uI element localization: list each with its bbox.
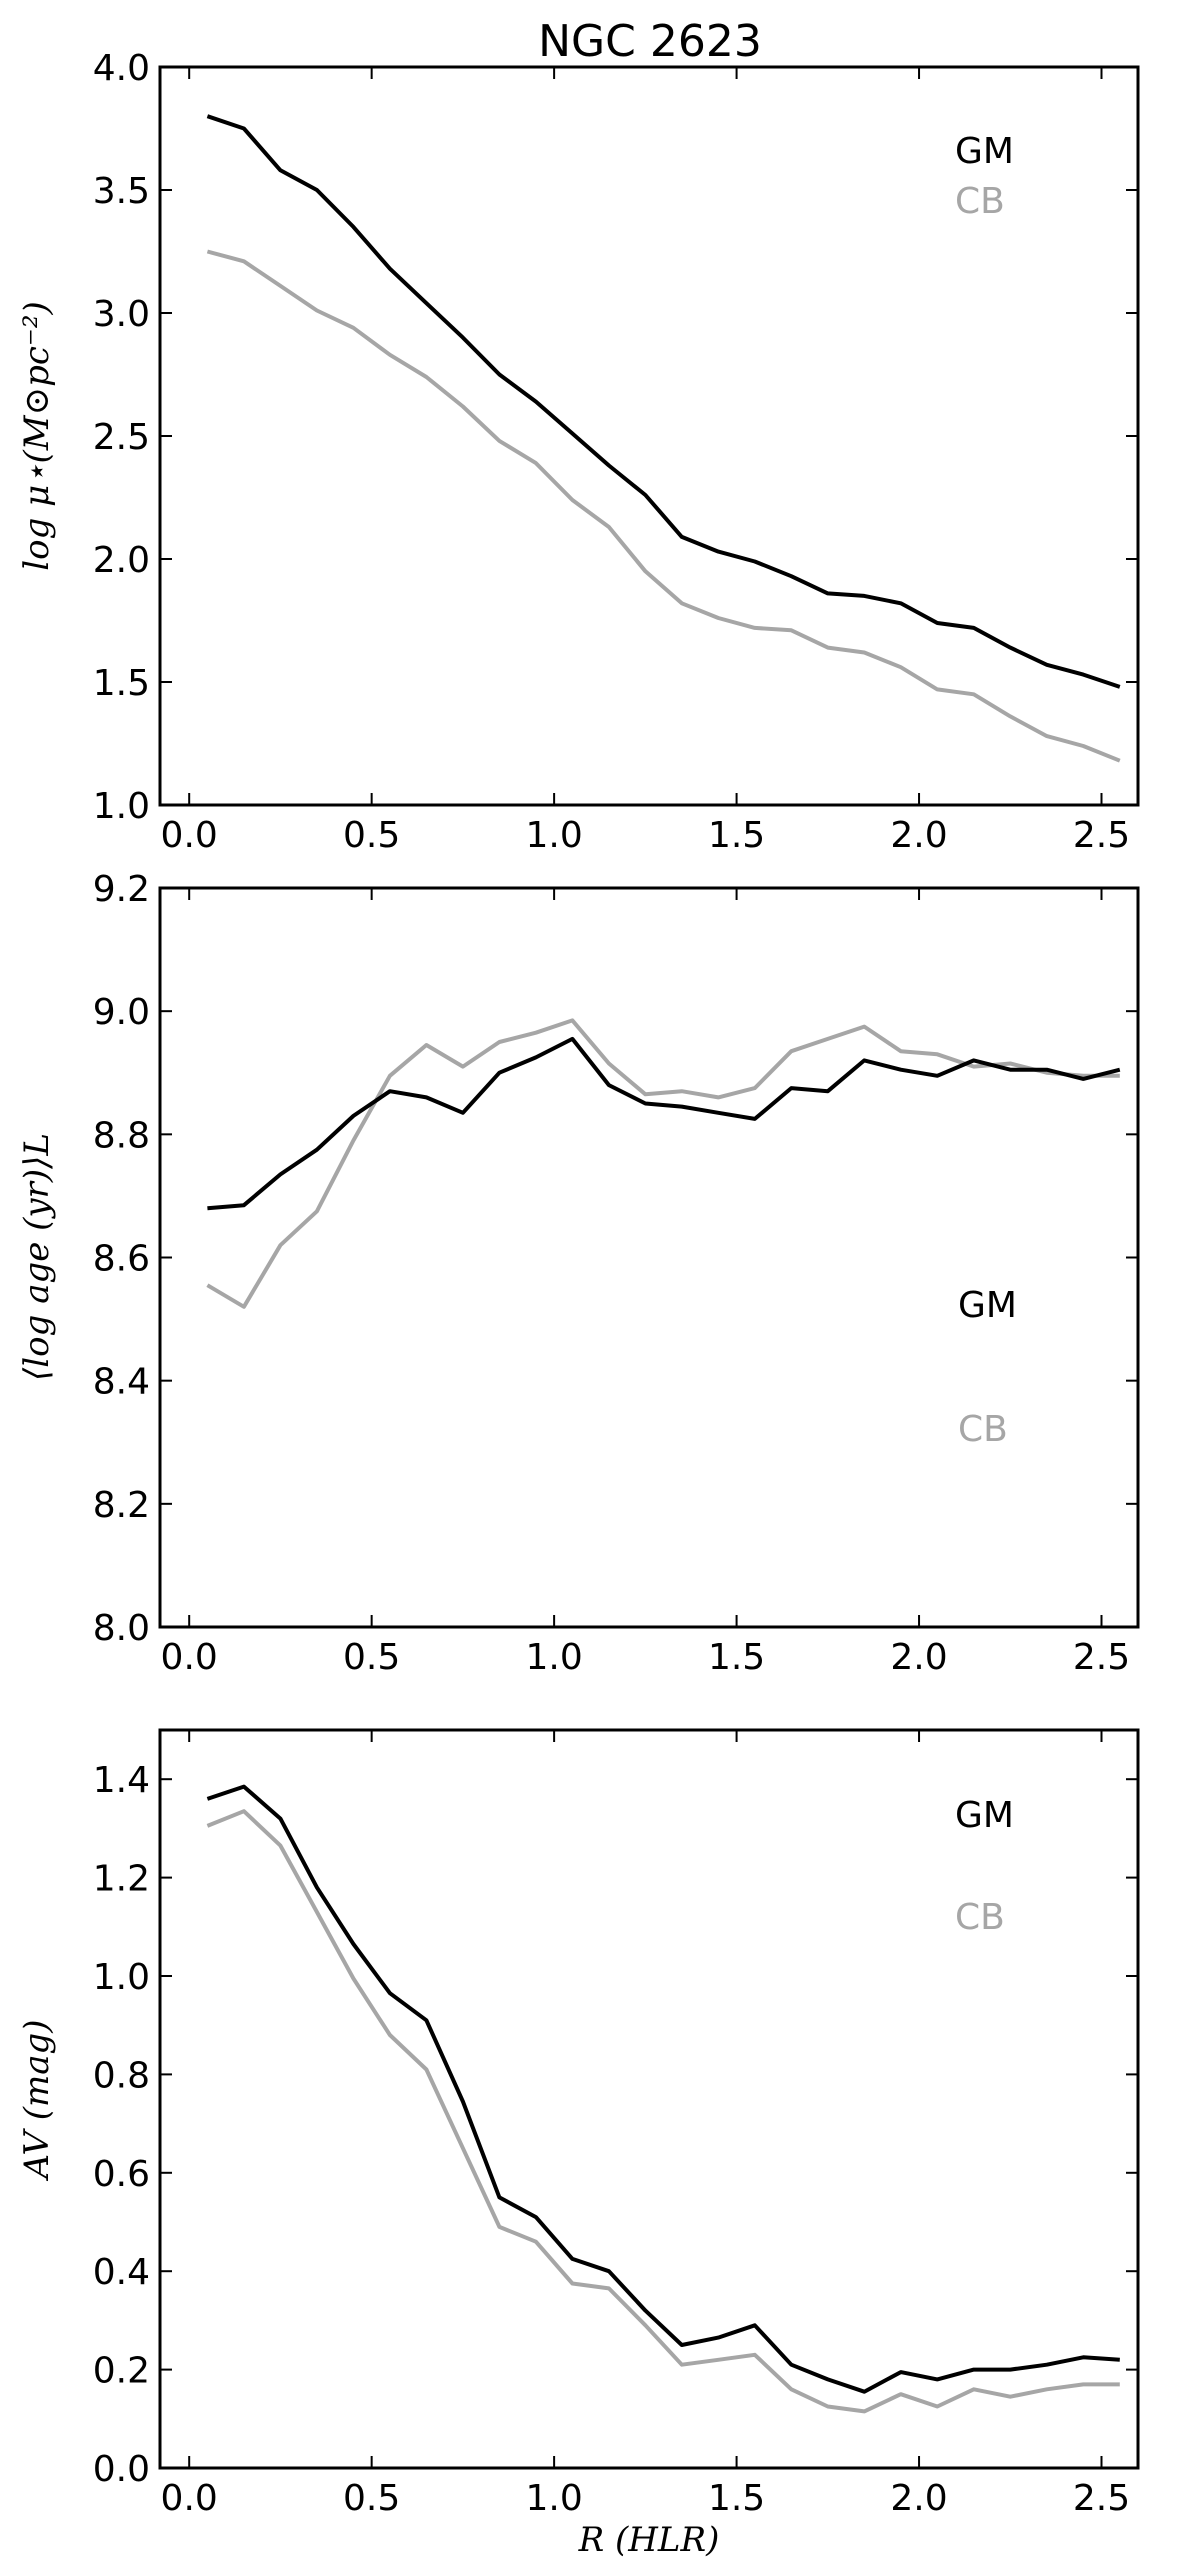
x-tick-label: 2.5 xyxy=(1073,815,1130,856)
y-tick-label: 0.0 xyxy=(93,2449,150,2490)
x-axis-label: R (HLR) xyxy=(578,2520,720,2560)
series-line-gm xyxy=(206,1784,1120,2394)
y-tick-label: 1.4 xyxy=(93,1760,150,1801)
series-line-gm xyxy=(206,114,1121,689)
x-tick-label: 2.0 xyxy=(890,815,947,856)
legend-entry-cb: CB xyxy=(955,1897,1005,1938)
legend-entry-cb: CB xyxy=(955,181,1005,222)
x-tick-label: 1.5 xyxy=(708,2478,765,2519)
y-tick-label: 0.4 xyxy=(93,2252,150,2293)
panel-extinction: 0.0 0.5 1.0 1.5 2.0 2.5 0.0 0.2 0.4 0.6 0.8 1.0 1.2 1… xyxy=(17,1728,1140,2560)
x-tick-label: 1.5 xyxy=(708,1637,765,1678)
x-tick-label: 0.0 xyxy=(161,1637,218,1678)
y-axis-label: AV (mag) xyxy=(17,2019,57,2181)
series-line-gm xyxy=(207,1036,1121,1211)
plot-frame xyxy=(158,65,1140,807)
y-tick-label: 4.0 xyxy=(93,48,150,89)
legend-entry-gm: GM xyxy=(955,1795,1014,1836)
y-tick-label: 1.0 xyxy=(93,786,150,827)
y-tick-label: 1.0 xyxy=(93,1957,150,1998)
x-tick-label: 1.5 xyxy=(708,815,765,856)
y-axis-label: log μ⋆(M⊙pc⁻²) xyxy=(17,301,57,571)
x-tick-label: 2.0 xyxy=(890,2478,947,2519)
series-line-cb xyxy=(206,249,1121,763)
y-tick-label: 9.0 xyxy=(93,992,150,1033)
x-tick-label: 0.5 xyxy=(343,815,400,856)
x-tick-label: 0.5 xyxy=(343,2478,400,2519)
panel-stellar-mass-density: 0.0 0.5 1.0 1.5 2.0 2.5 1.0 1.5 2.0 2.5 3.0 3.5 4.0 l… xyxy=(17,48,1140,856)
x-tick-label: 1.0 xyxy=(525,815,582,856)
chart-title: NGC 2623 xyxy=(538,16,762,67)
x-tick-label: 2.0 xyxy=(890,1637,947,1678)
x-tick-label: 0.0 xyxy=(161,815,218,856)
y-tick-label: 3.0 xyxy=(93,294,150,335)
y-tick-label: 8.8 xyxy=(93,1115,150,1156)
x-tick-label: 1.0 xyxy=(525,2478,582,2519)
y-tick-label: 8.4 xyxy=(93,1362,150,1403)
x-tick-label: 1.0 xyxy=(525,1637,582,1678)
legend-entry-gm: GM xyxy=(958,1285,1017,1326)
y-tick-label: 3.5 xyxy=(93,171,150,212)
y-tick-label: 0.2 xyxy=(93,2351,150,2392)
y-tick-label: 9.2 xyxy=(93,869,150,910)
y-axis-label: ⟨log age (yr)⟩L xyxy=(17,1133,57,1381)
x-tick-label: 2.5 xyxy=(1073,1637,1130,1678)
legend-entry-gm: GM xyxy=(955,131,1014,172)
y-tick-label: 8.6 xyxy=(93,1239,150,1280)
y-tick-label: 2.5 xyxy=(93,417,150,458)
y-tick-label: 0.8 xyxy=(93,2055,150,2096)
plot-frame xyxy=(158,1728,1140,2470)
y-tick-label: 0.6 xyxy=(93,2154,150,2195)
x-tick-label: 2.5 xyxy=(1073,2478,1130,2519)
y-tick-label: 1.5 xyxy=(93,663,150,704)
x-tick-label: 0.5 xyxy=(343,1637,400,1678)
panel-mean-age: 0.0 0.5 1.0 1.5 2.0 2.5 8.0 8.2 8.4 8.6 8.8 9.0 9.2 ⟨… xyxy=(17,869,1140,1678)
y-tick-label: 2.0 xyxy=(93,540,150,581)
x-tick-label: 0.0 xyxy=(161,2478,218,2519)
legend-entry-cb: CB xyxy=(958,1409,1008,1450)
y-tick-label: 8.0 xyxy=(93,1608,150,1649)
y-tick-label: 8.2 xyxy=(93,1485,150,1526)
y-tick-label: 1.2 xyxy=(93,1859,150,1900)
series-line-cb xyxy=(206,1809,1120,2414)
plot-frame xyxy=(158,886,1140,1629)
